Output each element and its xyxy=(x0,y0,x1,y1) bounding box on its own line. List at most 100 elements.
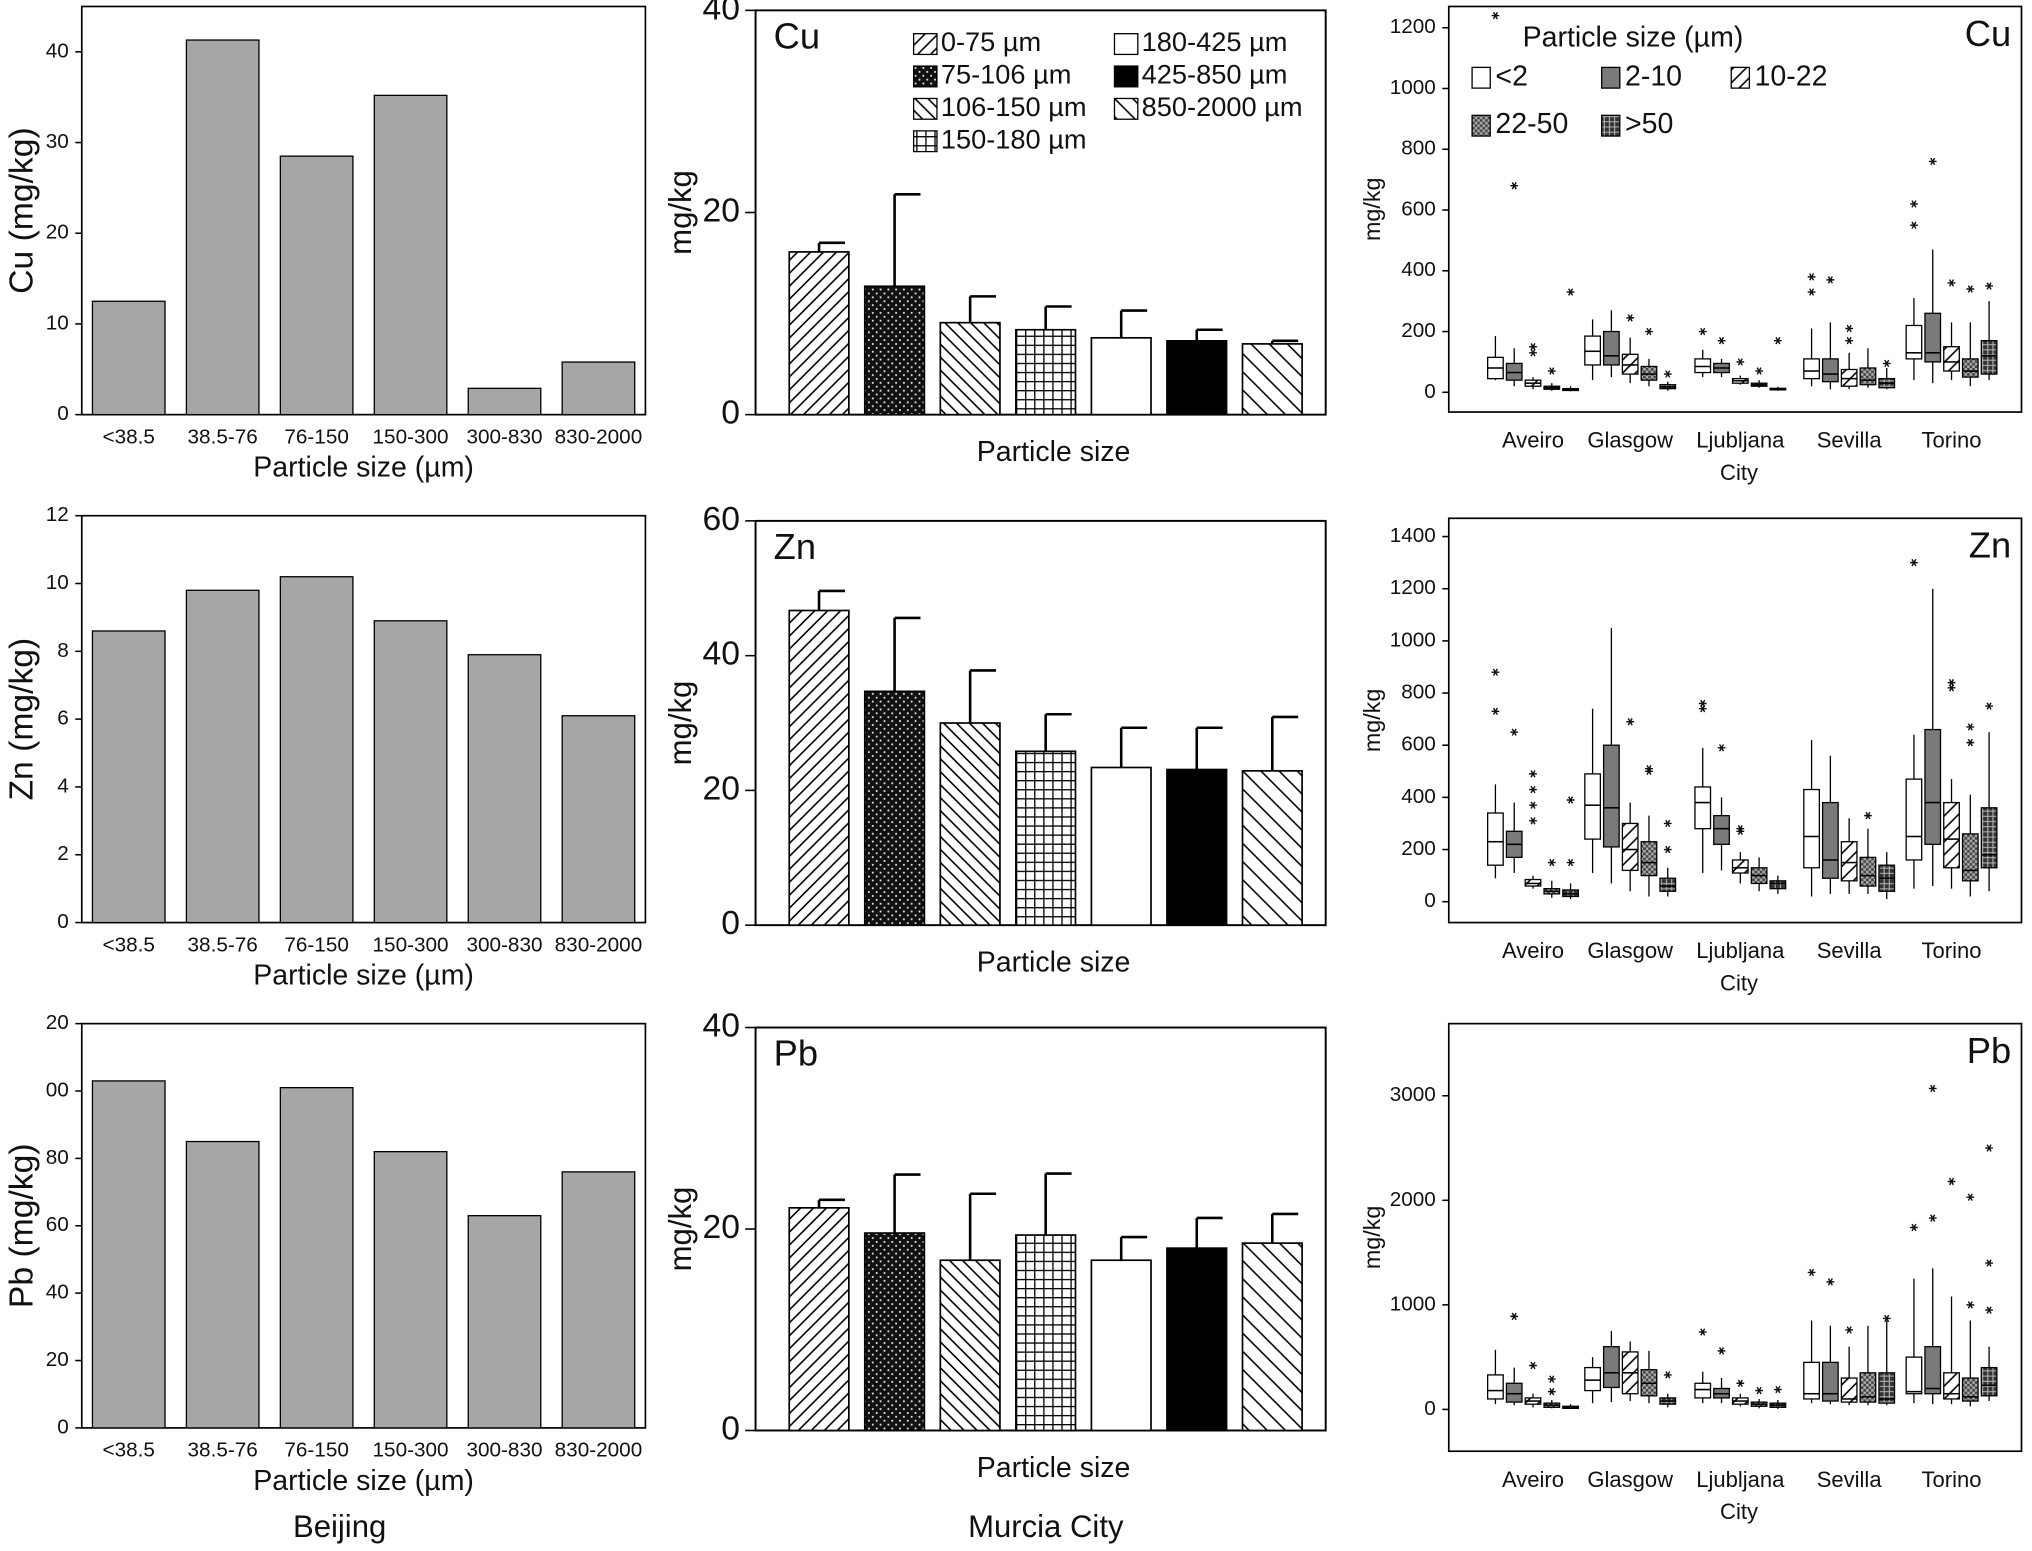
outlier xyxy=(1736,824,1745,833)
y-tick-label: 1000 xyxy=(1390,76,1436,99)
x-tick-label: Glasgow xyxy=(1587,938,1673,963)
y-tick-label: 600 xyxy=(1401,733,1436,756)
y-tick-label: 60 xyxy=(46,1213,69,1236)
outlier xyxy=(1510,1312,1519,1321)
outlier xyxy=(1698,1328,1707,1336)
x-axis-label: Particle size xyxy=(977,947,1131,979)
bar xyxy=(863,285,926,416)
y-tick-label: 1400 xyxy=(1390,524,1436,547)
y-tick-label: 40 xyxy=(703,1007,740,1044)
outlier xyxy=(1529,343,1537,351)
bar xyxy=(1090,766,1152,927)
box xyxy=(1821,801,1839,879)
outlier xyxy=(1626,314,1635,322)
outlier xyxy=(1529,349,1537,357)
bar xyxy=(561,361,636,416)
x-tick-label: 830-2000 xyxy=(555,425,643,448)
y-axis-label: mg/kg xyxy=(663,681,698,766)
y-axis-label: mg/kg xyxy=(663,1187,698,1272)
outlier xyxy=(1755,1386,1763,1395)
y-tick-label: 200 xyxy=(1401,319,1436,342)
y-axis-label: mg/kg xyxy=(1359,1206,1385,1269)
outlier xyxy=(1985,282,1993,290)
x-tick-label: Glasgow xyxy=(1587,428,1673,453)
y-tick-label: 0 xyxy=(721,905,740,942)
bar xyxy=(561,715,636,924)
box xyxy=(1859,1372,1877,1403)
bar xyxy=(788,1207,850,1432)
outlier xyxy=(1928,1214,1937,1222)
plot-frame xyxy=(80,5,647,416)
bar xyxy=(939,321,1001,416)
x-tick-label: 150-300 xyxy=(373,933,449,956)
x-tick-label: 76-150 xyxy=(284,425,349,448)
outlier xyxy=(1529,1361,1537,1370)
outlier xyxy=(1928,157,1937,166)
x-tick-label: 76-150 xyxy=(284,1439,349,1462)
outlier xyxy=(1882,359,1891,368)
y-tick-label: 6 xyxy=(57,707,69,730)
legend-swatch xyxy=(1113,65,1139,88)
bar xyxy=(279,1086,354,1429)
x-tick-label: Ljubljana xyxy=(1696,938,1785,963)
bar xyxy=(788,609,850,927)
x-tick-label: Sevilla xyxy=(1817,938,1883,963)
bar xyxy=(939,1259,1001,1432)
plot-frame xyxy=(1447,517,2023,924)
x-tick-label: Aveiro xyxy=(1502,938,1564,963)
x-tick-label: Glasgow xyxy=(1587,1467,1673,1492)
box xyxy=(1769,880,1787,890)
y-tick-label: 20 xyxy=(703,770,740,807)
legend-swatch xyxy=(1113,33,1139,56)
y-tick-label: 40 xyxy=(703,636,740,673)
y-axis-label: mg/kg xyxy=(1359,178,1385,241)
panel-label: Pb xyxy=(1967,1030,2011,1071)
y-tick-label: 0 xyxy=(57,402,69,425)
y-tick-label: 1200 xyxy=(1390,15,1436,38)
y-tick-label: 20 xyxy=(46,1348,69,1371)
box xyxy=(1803,1361,1821,1400)
x-axis-label: City xyxy=(1720,971,1758,996)
box xyxy=(1821,358,1839,383)
legend-label: 75-106 µm xyxy=(941,59,1072,90)
legend-label: <2 xyxy=(1495,60,1527,92)
outlier xyxy=(1985,1306,1993,1314)
bar xyxy=(788,251,850,416)
bar xyxy=(863,690,926,927)
bar xyxy=(863,1232,926,1432)
outlier xyxy=(1966,285,1975,293)
bar xyxy=(373,620,448,924)
box xyxy=(1803,788,1821,869)
x-axis-label: Particle size (µm) xyxy=(253,452,474,484)
box xyxy=(1980,807,1998,869)
box xyxy=(1961,833,1979,882)
y-tick-label: 30 xyxy=(46,130,69,153)
box xyxy=(1961,1377,1979,1402)
box xyxy=(1621,822,1639,872)
panel-label: Zn xyxy=(1969,525,2011,566)
outlier xyxy=(1774,1385,1782,1394)
x-tick-label: 76-150 xyxy=(284,933,349,956)
outlier xyxy=(1947,1177,1956,1186)
x-tick-label: 150-300 xyxy=(373,425,449,448)
x-tick-label: 38.5-76 xyxy=(188,425,258,448)
bar xyxy=(373,94,448,416)
legend-swatch xyxy=(1471,114,1491,137)
legend-label: 180-425 µm xyxy=(1142,26,1288,57)
outlier xyxy=(1547,367,1556,375)
legend-label: 0-75 µm xyxy=(941,26,1041,57)
y-tick-label: 400 xyxy=(1401,258,1436,281)
bar xyxy=(373,1151,448,1429)
y-tick-label: 40 xyxy=(46,1281,69,1304)
outlier xyxy=(1529,801,1537,809)
y-tick-label: 2 xyxy=(57,842,69,865)
legend-swatch xyxy=(1471,66,1491,89)
legend-label: 106-150 µm xyxy=(941,91,1087,122)
box xyxy=(1694,786,1712,830)
box xyxy=(1980,1366,1998,1397)
plot-frame xyxy=(80,1022,647,1429)
outlier xyxy=(1717,1347,1726,1355)
box xyxy=(1859,856,1877,887)
y-tick-label: 0 xyxy=(57,910,69,933)
outlier xyxy=(1547,1375,1556,1383)
